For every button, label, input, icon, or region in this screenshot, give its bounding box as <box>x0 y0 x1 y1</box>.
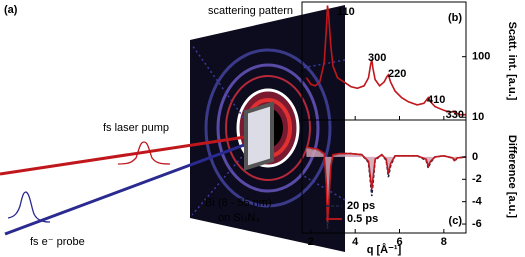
panel-label: (b) <box>448 12 462 24</box>
line <box>305 5 466 116</box>
peak-label: 330 <box>446 109 464 121</box>
guide-line <box>191 44 259 139</box>
probe-beam <box>4 140 253 236</box>
x-tick-label: 2 <box>308 236 314 248</box>
pump-pulse <box>117 141 171 165</box>
x-axis-label: q [Å⁻¹] <box>367 243 402 256</box>
probe-pulse <box>7 191 51 223</box>
ring <box>225 75 311 181</box>
substrate-label: on Si₃N₄ <box>218 212 260 224</box>
plot-frame <box>301 119 467 234</box>
legend-label: 0.5 ps <box>347 213 378 225</box>
sample-label: Bi (8 - 55 nm) <box>205 197 272 209</box>
legend-label: 20 ps <box>347 200 375 212</box>
ring <box>204 48 332 208</box>
x-tick-label: 6 <box>396 236 402 248</box>
probe-label: fs e⁻ probe <box>30 236 85 248</box>
guide-line <box>301 174 346 201</box>
peak-label: 300 <box>368 52 386 64</box>
y-tick-label: -2 <box>472 173 482 185</box>
peak-label: 220 <box>388 68 406 80</box>
y-tick-label: 10 <box>472 111 484 123</box>
schematic: (a) scattering pattern fs laser pump fs … <box>0 4 346 252</box>
peak-label: 110 <box>337 6 355 18</box>
x-tick-label: 8 <box>441 236 447 248</box>
y-tick-label: -6 <box>472 218 482 230</box>
panel-label: (a) <box>4 4 18 16</box>
y-tick-label: -4 <box>472 196 483 208</box>
line <box>306 146 467 222</box>
y-axis-label: Scatt. int. [a.u.] <box>506 22 518 101</box>
x-tick-label: 4 <box>352 236 359 248</box>
pump-label: fs laser pump <box>103 122 169 134</box>
y-tick-label: 0 <box>472 151 478 163</box>
panel-label: (c) <box>449 215 463 227</box>
area <box>306 146 466 222</box>
pump-beam <box>0 134 253 176</box>
y-axis-label: Difference [a.u.] <box>506 135 518 218</box>
sample <box>244 101 274 171</box>
ring <box>216 63 320 193</box>
peak-label: 410 <box>427 94 445 106</box>
y-tick-label: 100 <box>472 51 490 63</box>
pattern-label: scattering pattern <box>208 5 293 17</box>
